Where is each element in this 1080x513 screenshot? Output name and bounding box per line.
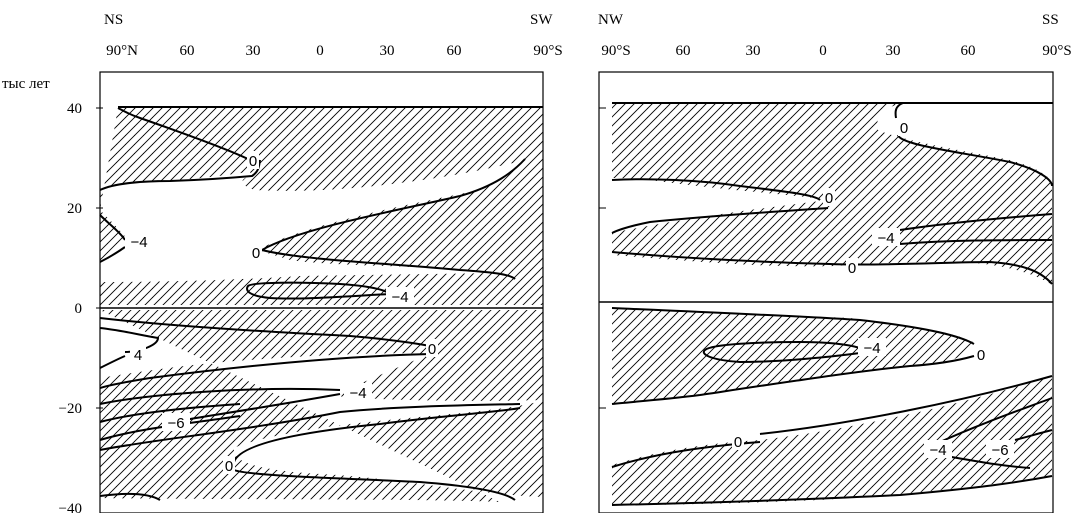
right-contour-line xyxy=(611,251,1053,285)
contour-value-label: 0 xyxy=(848,260,856,277)
left-contour-line xyxy=(233,469,516,501)
right-contour-line xyxy=(611,355,975,405)
left-contour-line xyxy=(99,403,521,451)
contour-value-label: 0 xyxy=(977,347,985,364)
right-x-tick-label: 0 xyxy=(819,43,827,59)
y-tick-label: 0 xyxy=(75,301,83,317)
right-contour-line xyxy=(897,134,1053,187)
left-x-tick-label: 90°S xyxy=(533,43,562,59)
left-x-tick-label: 90°N xyxy=(106,43,138,59)
left-contour-line xyxy=(233,407,521,463)
left-contour-labels: 0 −4 0 −4 4 0 −4 −6 0 xyxy=(125,151,438,475)
right-corner-label-right: SS xyxy=(1042,12,1059,28)
y-axis-title: тыс лет xyxy=(2,76,50,92)
right-x-tick-label: 90°S xyxy=(1042,43,1071,59)
left-x-tick-label: 30 xyxy=(380,43,395,59)
left-contour-line xyxy=(246,281,391,300)
left-contour-line xyxy=(99,355,126,369)
left-hatch-region-lower xyxy=(100,310,543,502)
left-panel: NS SW 90°N 60 30 0 30 60 90°S тыс лет 40… xyxy=(2,12,563,513)
contour-value-label: −6 xyxy=(167,415,184,432)
right-x-tick-label: 30 xyxy=(746,43,761,59)
contour-value-label: 0 xyxy=(225,458,233,475)
left-contour-line xyxy=(261,249,516,280)
right-contour-line xyxy=(894,102,904,119)
right-contour-line xyxy=(702,340,861,364)
y-tick-labels: 40 20 0 −20 −40 xyxy=(59,101,82,513)
right-panel: NW SS 90°S 60 30 0 30 60 90°S xyxy=(598,12,1072,513)
left-plot-frame xyxy=(99,71,544,513)
right-contour-line xyxy=(939,397,1053,443)
right-contour-line xyxy=(611,475,1053,506)
left-contour-line xyxy=(99,353,431,389)
right-x-tick-label: 90°S xyxy=(601,43,630,59)
left-x-tick-label: 0 xyxy=(316,43,324,59)
right-contour-lines xyxy=(611,102,1053,506)
contour-value-label: 0 xyxy=(734,434,742,451)
right-x-tick-label: 60 xyxy=(676,43,691,59)
left-hatch-region-upper xyxy=(100,108,543,305)
y-tick-label: −40 xyxy=(59,501,82,513)
right-contour-line xyxy=(899,239,1053,245)
left-contour-line xyxy=(261,158,526,251)
contour-value-label: −4 xyxy=(929,442,946,459)
y-tick-label: 20 xyxy=(67,201,82,217)
contour-value-label: −4 xyxy=(863,340,880,357)
right-contour-line xyxy=(899,213,1053,231)
contour-value-label: −4 xyxy=(130,234,147,251)
right-contour-line xyxy=(611,307,975,345)
contour-value-label: −4 xyxy=(391,289,408,306)
left-contour-line xyxy=(117,107,251,161)
left-contour-line xyxy=(99,492,161,501)
right-contour-line xyxy=(611,207,829,234)
right-corner-label-left: NW xyxy=(598,12,624,28)
left-contour-line xyxy=(99,246,126,263)
right-y-ticks xyxy=(599,107,606,409)
contour-value-label: 4 xyxy=(134,347,142,364)
right-plot-frame xyxy=(598,71,1054,513)
contour-value-label: 0 xyxy=(252,245,260,262)
contour-value-label: −6 xyxy=(991,442,1008,459)
left-corner-label-right: SW xyxy=(530,12,553,28)
left-contour-line xyxy=(99,403,241,423)
y-tick-label: −20 xyxy=(59,401,82,417)
left-x-tick-label: 60 xyxy=(447,43,462,59)
contour-value-label: 0 xyxy=(428,341,436,358)
right-contour-line xyxy=(759,375,1053,435)
contour-value-label: 0 xyxy=(900,120,908,137)
contour-value-label: 0 xyxy=(825,190,833,207)
contour-value-label: 0 xyxy=(249,153,257,170)
left-x-tick-label: 30 xyxy=(246,43,261,59)
right-x-tick-label: 30 xyxy=(886,43,901,59)
left-contour-line xyxy=(99,387,341,405)
left-corner-label-left: NS xyxy=(104,12,123,28)
left-x-tick-label: 60 xyxy=(180,43,195,59)
left-contour-line xyxy=(99,214,126,241)
right-contour-labels: 0 0 −4 0 −4 0 0 −4 −6 xyxy=(732,118,1014,459)
right-hatch-region-lower-right xyxy=(612,376,1052,505)
left-hatched-regions xyxy=(100,108,543,502)
left-contour-line xyxy=(99,159,261,191)
right-contour-line xyxy=(611,178,821,201)
left-x-tick-labels: 90°N 60 30 0 30 60 90°S xyxy=(106,43,563,59)
contour-value-label: −4 xyxy=(877,230,894,247)
right-x-tick-labels: 90°S 60 30 0 30 60 90°S xyxy=(601,43,1071,59)
right-hatch-region-lower xyxy=(612,308,975,404)
right-x-tick-label: 60 xyxy=(961,43,976,59)
left-contour-line xyxy=(99,317,431,347)
right-contour-line xyxy=(1014,429,1053,441)
y-tick-label: 40 xyxy=(67,101,82,117)
contour-value-label: −4 xyxy=(349,385,366,402)
